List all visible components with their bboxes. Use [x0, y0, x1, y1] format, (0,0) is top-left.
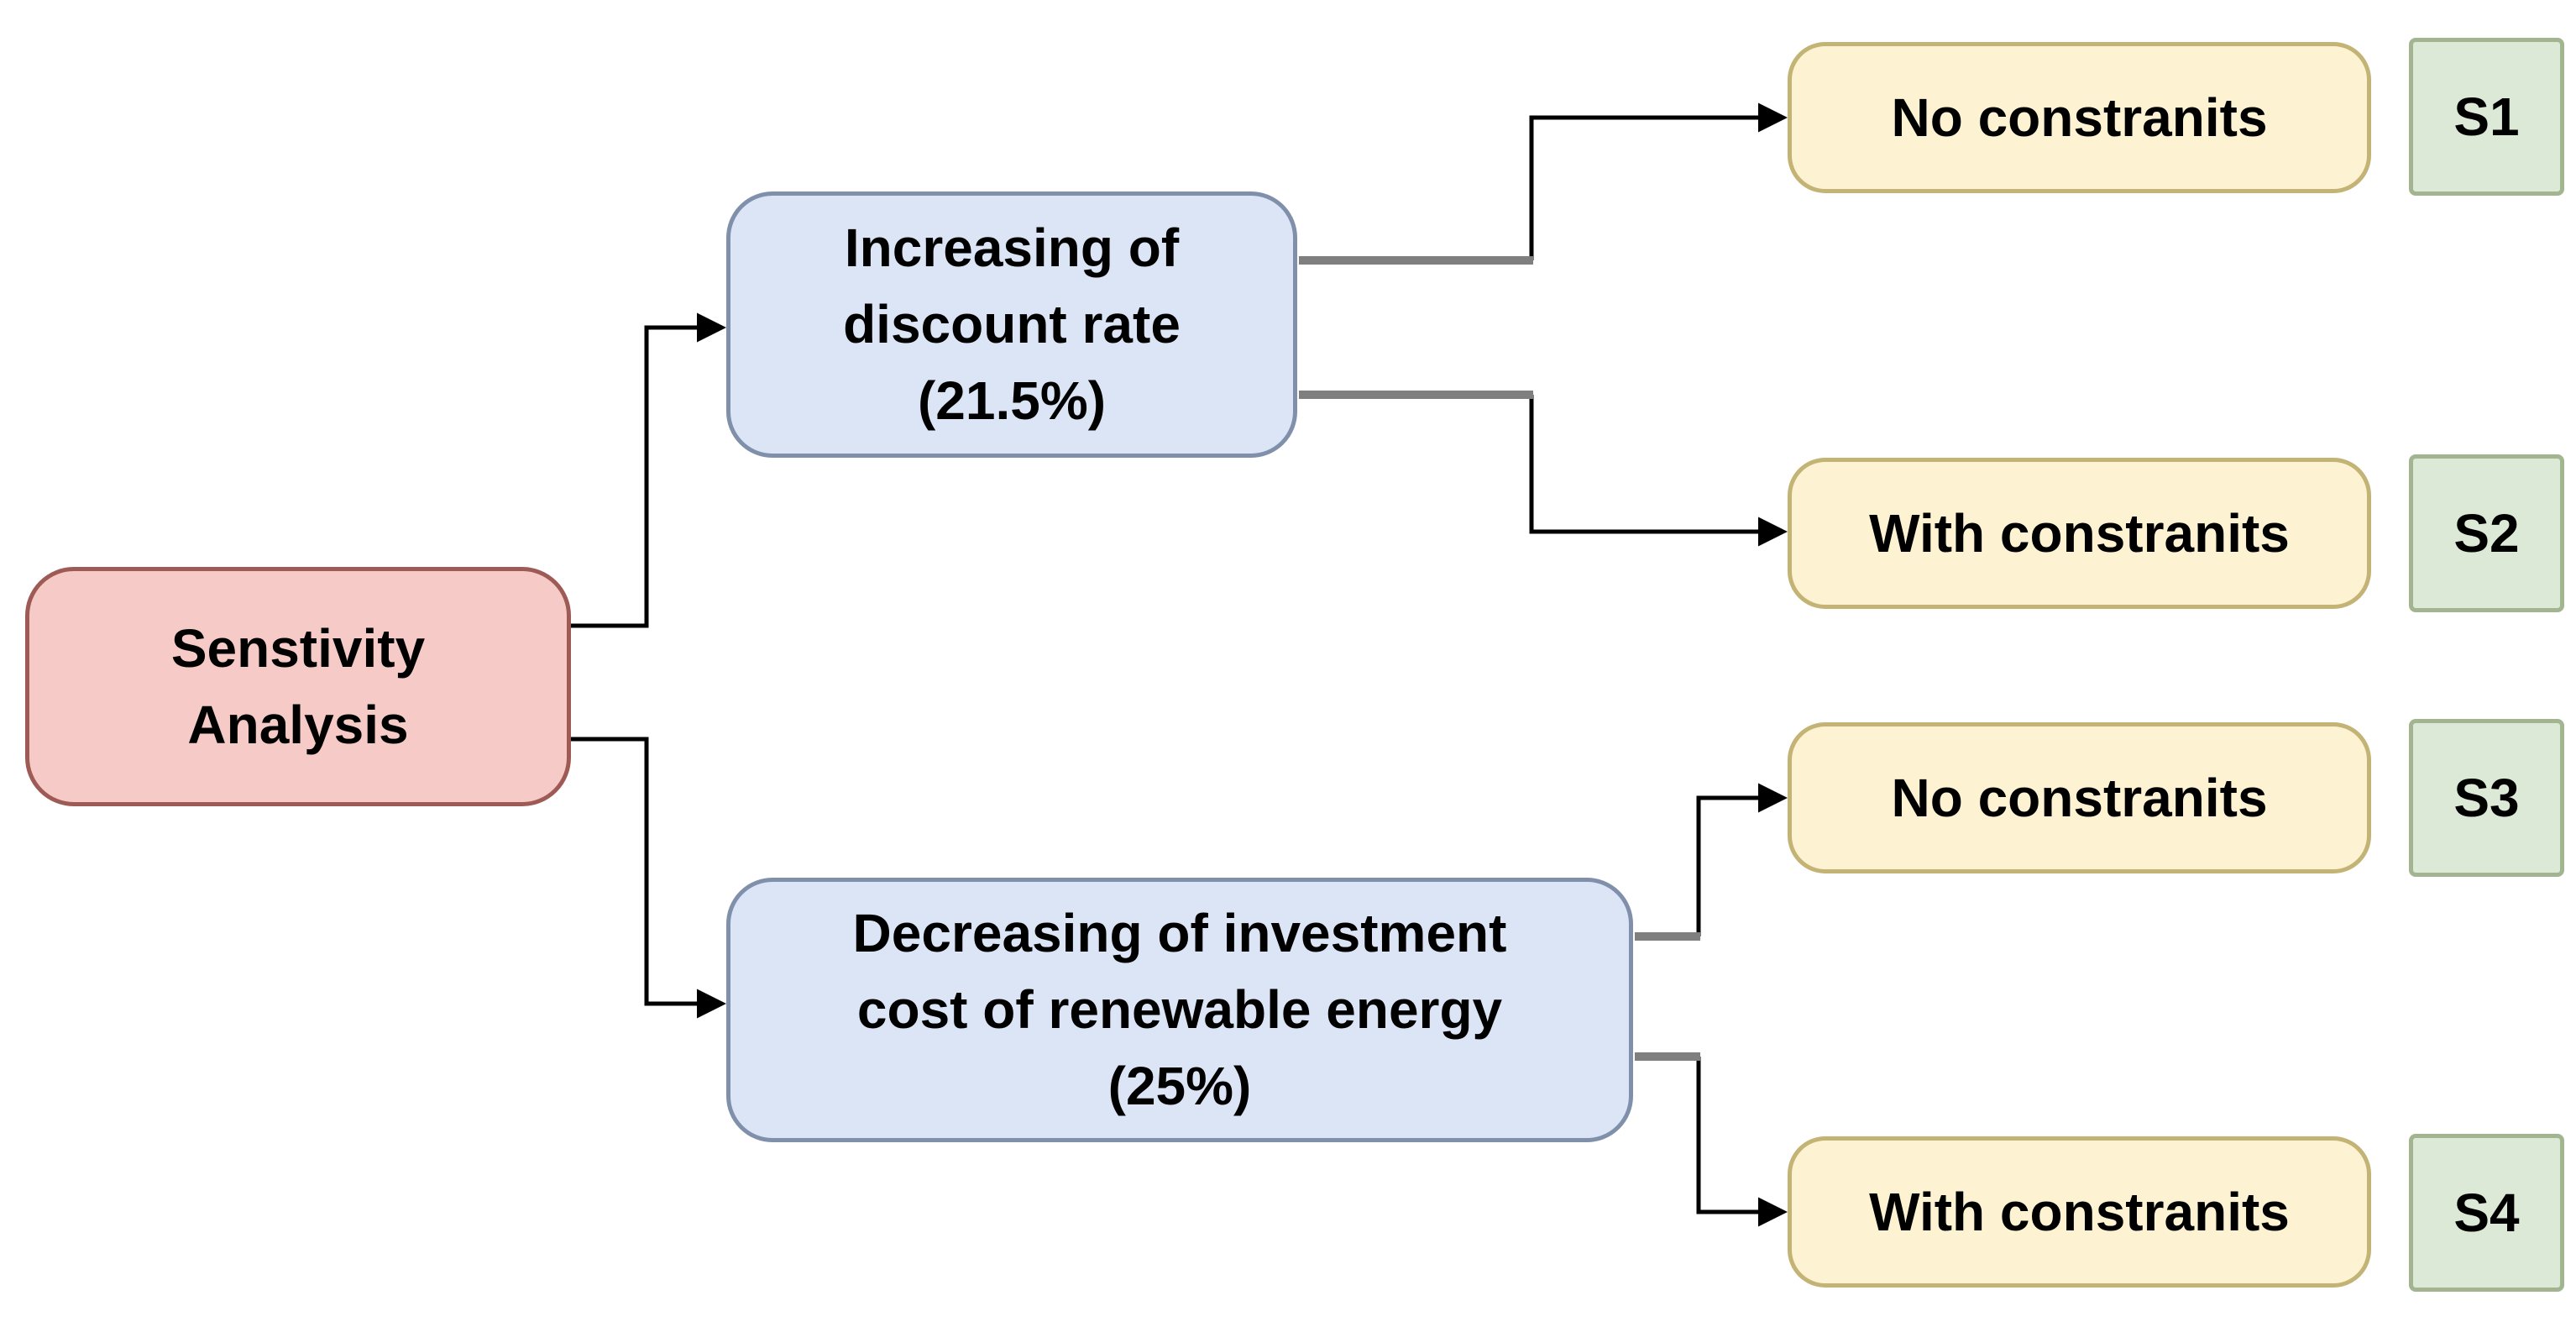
connector-discount-rate-to-s1: [1529, 102, 1788, 260]
branch-node-investment-cost: Decreasing of investment cost of renewab…: [726, 878, 1633, 1142]
scenario-badge-s2: S2: [2409, 454, 2564, 612]
connector-discount-rate-to-s2: [1529, 395, 1788, 547]
outcome-node-s3: No constranits: [1788, 722, 2371, 873]
connector-investment-cost-to-s4: [1696, 1057, 1788, 1227]
root-node-sensitivity-analysis: Senstivity Analysis: [25, 567, 571, 806]
scenario-badge-s4: S4: [2409, 1134, 2564, 1292]
connector-root-to-discount-rate: [571, 312, 726, 628]
scenario-badge-s3: S3: [2409, 719, 2564, 877]
connector-root-to-investment-cost: [571, 737, 726, 1019]
branch-node-discount-rate: Increasing of discount rate (21.5%): [726, 191, 1297, 458]
scenario-badge-s1: S1: [2409, 38, 2564, 196]
connector-investment-cost-to-s3: [1696, 783, 1788, 936]
outcome-node-s4: With constranits: [1788, 1136, 2371, 1288]
outcome-node-s1: No constranits: [1788, 42, 2371, 193]
outcome-node-s2: With constranits: [1788, 458, 2371, 609]
